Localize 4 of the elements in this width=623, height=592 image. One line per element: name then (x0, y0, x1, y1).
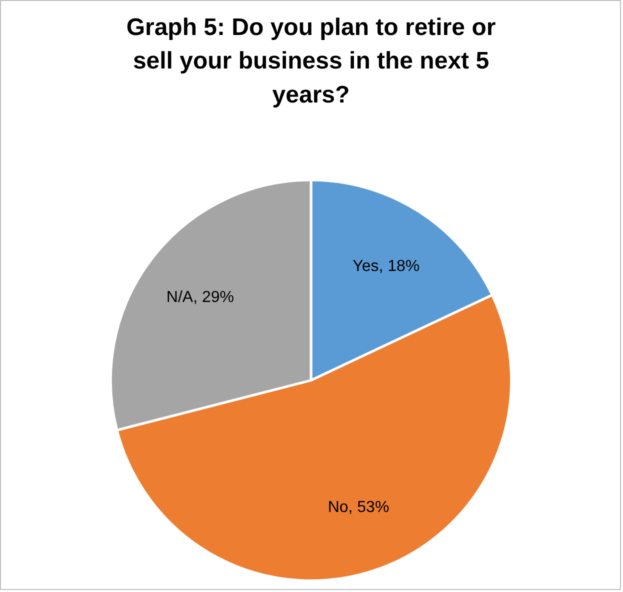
slice-label: N/A, 29% (166, 289, 234, 306)
slice-label: No, 53% (328, 498, 390, 516)
slice-label: Yes, 18% (352, 258, 420, 275)
chart-title: Graph 5: Do you plan to retire or sell your business in the next 5 years? (126, 14, 496, 108)
